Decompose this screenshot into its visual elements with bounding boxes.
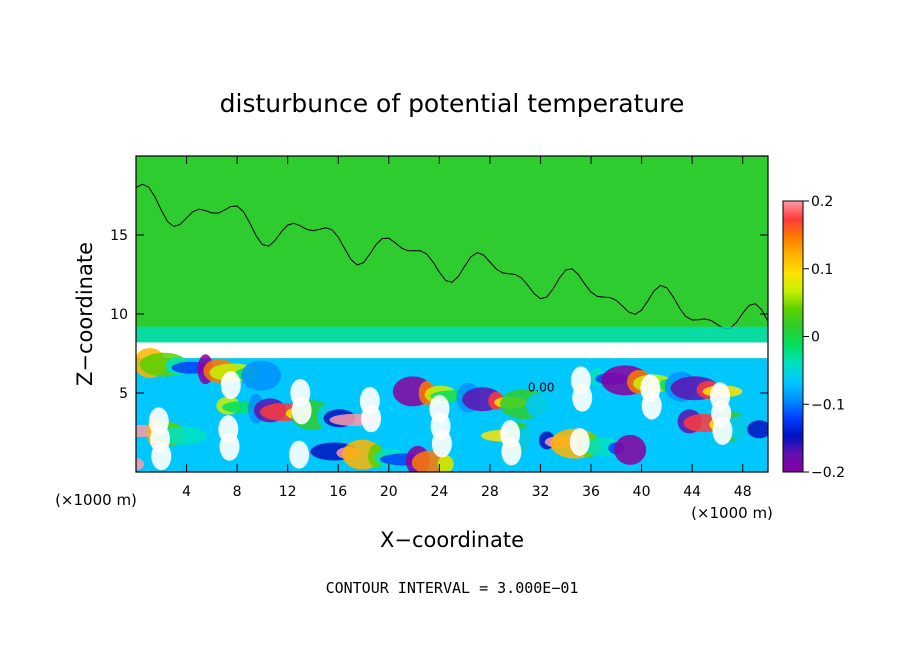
y-tick-label: 5 [119,386,128,402]
field-patch [290,379,311,407]
field-patch [437,455,454,472]
contour-label: 0.00 [528,380,555,394]
x-tick-label: 36 [582,484,600,500]
colorbar-tick-label: −0.2 [811,465,845,481]
contour-line [136,179,768,329]
field-patch [136,458,144,471]
x-tick-label: 40 [633,484,651,500]
colorbar-scale [782,200,804,473]
field-patch [289,440,310,469]
y-axis-label: Z−coordinate [73,242,97,386]
x-tick-label: 16 [329,484,347,500]
field-patch [148,407,169,436]
contour-interval-note: CONTOUR INTERVAL = 3.000E−01 [326,579,579,597]
field-patch [569,428,590,456]
field-patch [640,374,661,403]
y-axis-unit: (×1000 m) [55,491,137,509]
plot-area: 0.00 [136,156,768,472]
y-tick-label: 10 [110,307,128,323]
x-tick-label: 4 [182,484,191,500]
field-patch [220,371,241,400]
x-tick-label: 20 [380,484,398,500]
layer-band [136,326,768,343]
field-patch [747,420,768,439]
field-patch [158,426,207,445]
field-patch [359,386,380,415]
y-axis: 5 10 15 [110,228,768,402]
y-tick-label: 15 [110,228,128,244]
colorbar-tick-label: 0 [811,330,820,346]
field-patch [241,360,282,391]
x-tick-label: 8 [233,484,242,500]
x-axis: 4 8 12 16 20 24 28 32 36 40 44 48 [182,156,752,500]
x-axis-unit: (×1000 m) [691,504,773,522]
colorbar-tick-label: −0.1 [811,397,845,413]
field-patch [218,415,239,444]
field-patch [710,382,730,411]
field-patch [614,434,647,465]
chart-title: disturbunce of potential temperature [220,89,685,118]
x-tick-label: 12 [279,484,297,500]
x-tick-label: 44 [683,484,701,500]
x-tick-label: 32 [532,484,550,500]
field-patch [429,394,450,423]
x-axis-label: X−coordinate [380,528,524,552]
x-tick-label: 48 [734,484,752,500]
field-patch [500,420,521,449]
white-band [136,342,768,359]
x-tick-label: 24 [430,484,448,500]
field-patch [570,366,591,395]
field-patch [526,393,550,418]
colorbar-tick-label: 0.2 [811,194,833,210]
colorbar: 0.2 0.1 0 −0.1 −0.2 [782,194,845,481]
x-tick-label: 28 [481,484,499,500]
colorbar-tick-label: 0.1 [811,262,833,278]
